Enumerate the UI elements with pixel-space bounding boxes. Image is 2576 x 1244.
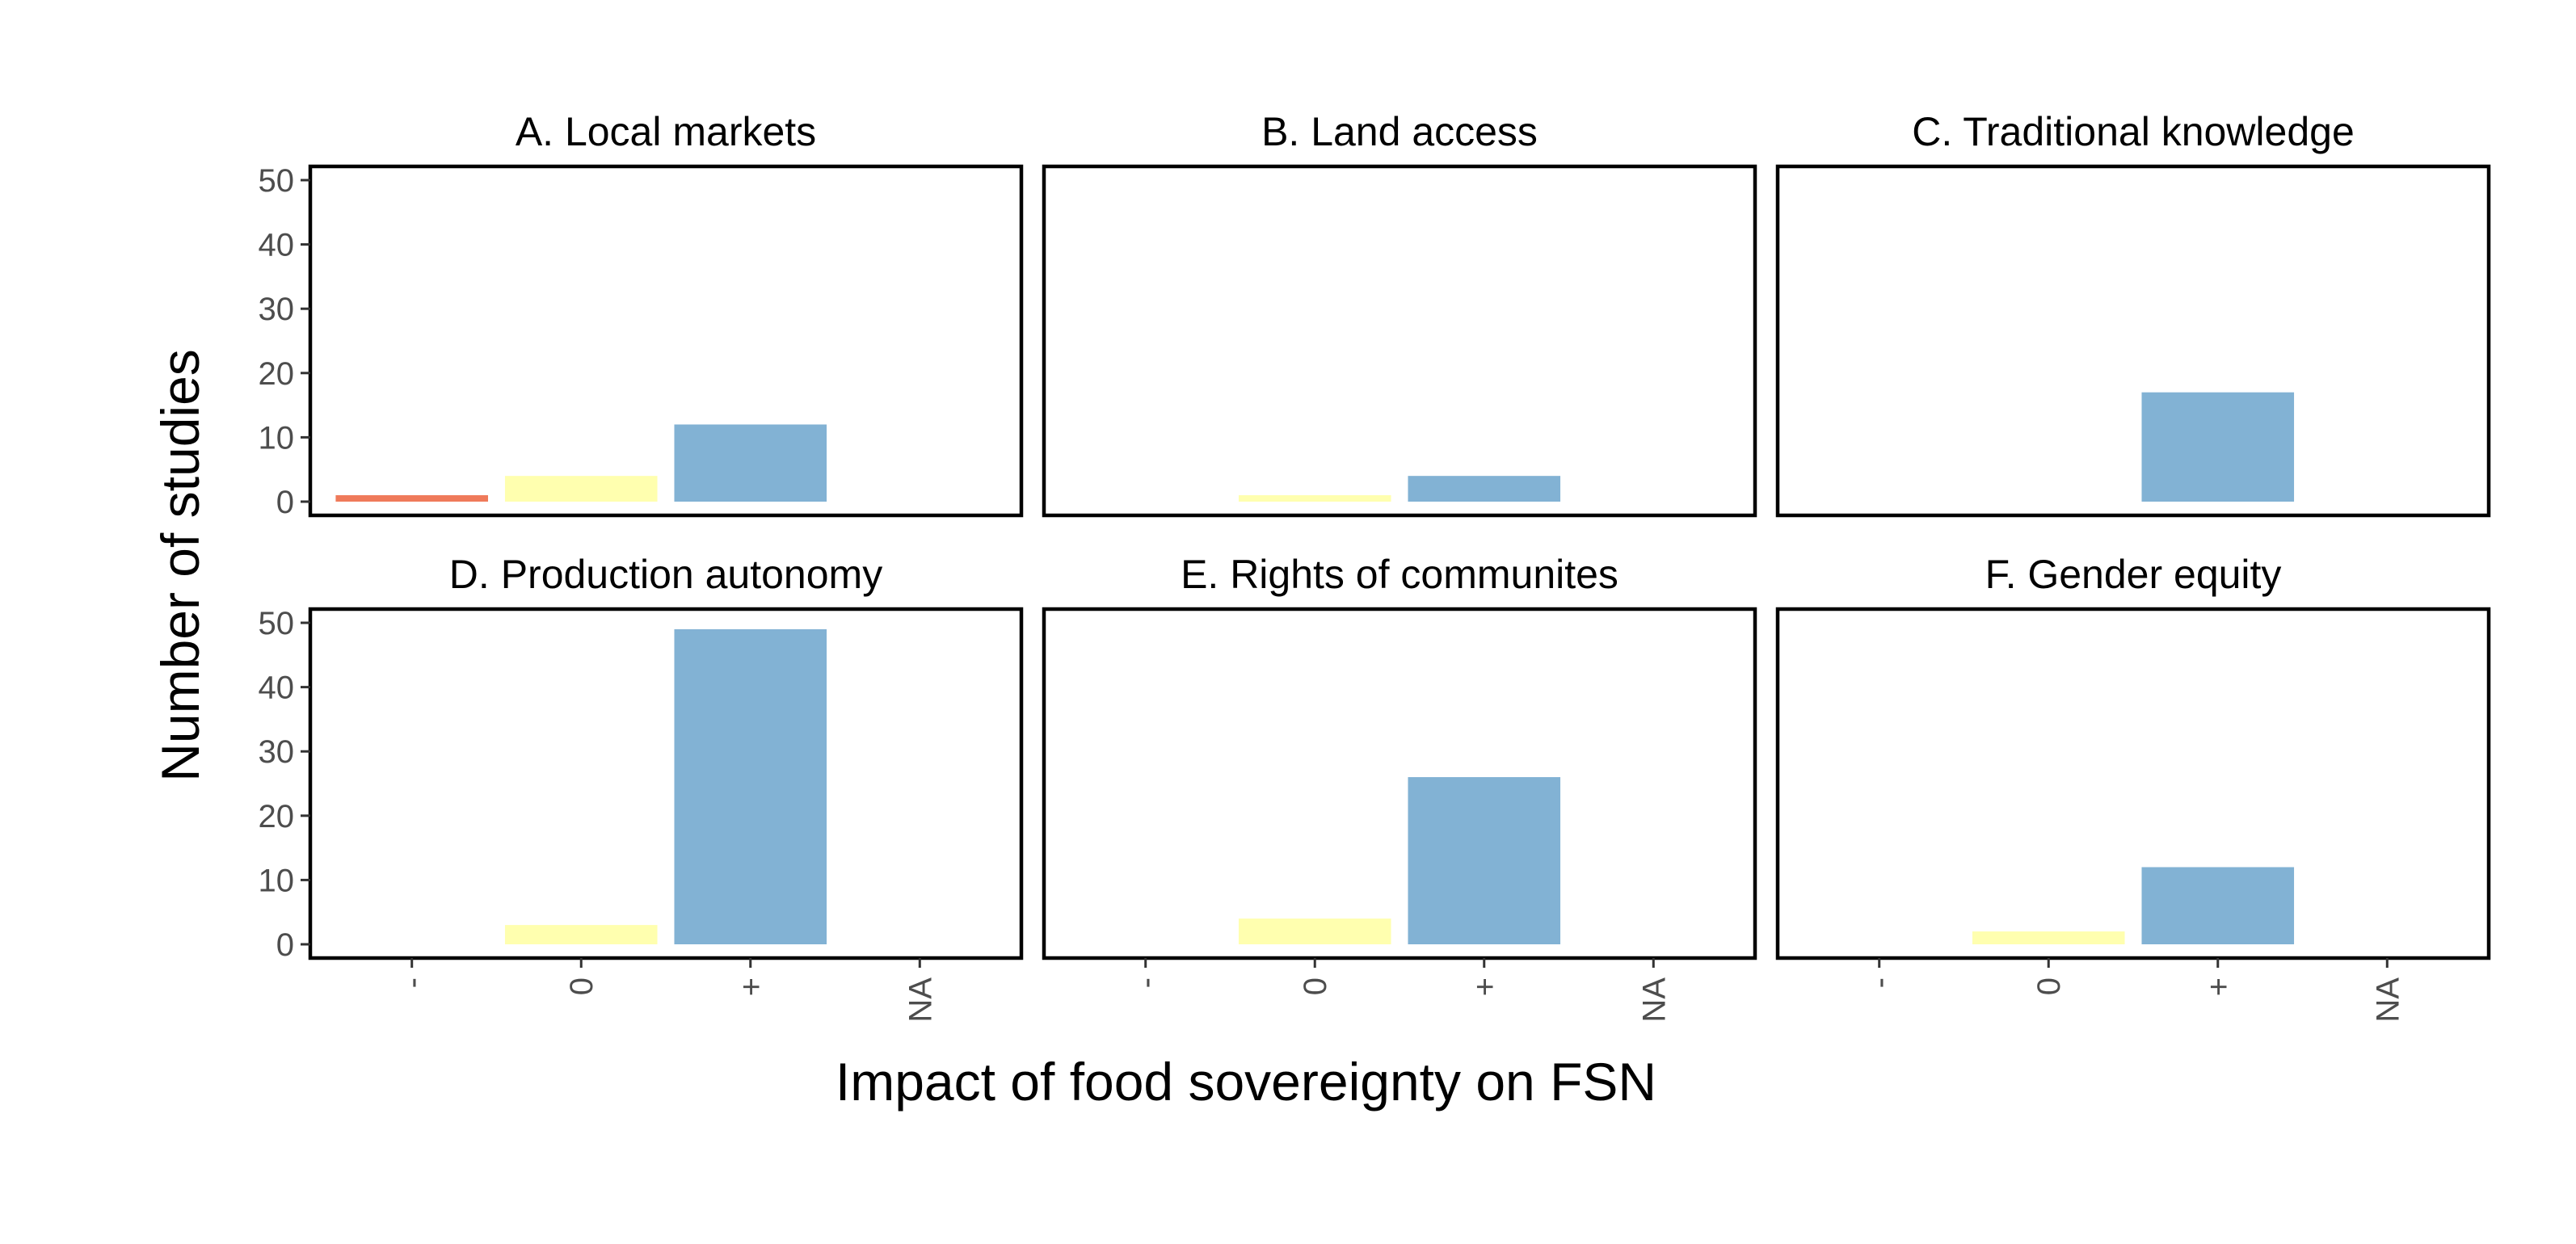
bar	[1408, 777, 1561, 944]
x-tick-label: 0	[564, 977, 600, 995]
x-tick-label: NA	[2370, 977, 2406, 1023]
panel-frame	[1042, 607, 1757, 960]
bar	[1408, 476, 1561, 502]
y-tick-label: 0	[276, 485, 294, 520]
bar	[2141, 392, 2295, 502]
panel-title: F. Gender equity	[1985, 552, 2282, 597]
bar	[1238, 918, 1391, 944]
bar	[674, 628, 827, 944]
panel-frame	[1042, 164, 1757, 518]
bar	[674, 424, 827, 502]
y-tick-label: 10	[259, 420, 295, 456]
y-tick-label: 0	[276, 927, 294, 963]
panel-frame	[308, 164, 1024, 518]
y-tick-label: 50	[259, 606, 295, 641]
y-tick-label: 40	[259, 228, 295, 263]
bar	[1238, 495, 1391, 502]
x-axis-title: Impact of food sovereignty on FSN	[836, 1052, 1656, 1112]
panel-title: E. Rights of communites	[1181, 552, 1618, 597]
bar	[504, 476, 658, 502]
bar	[335, 495, 488, 502]
bar	[504, 925, 658, 944]
panel-title: C. Traditional knowledge	[1912, 109, 2355, 154]
panel-frame	[308, 607, 1024, 960]
bar	[1972, 931, 2125, 944]
x-tick-label: +	[1467, 977, 1503, 996]
panel-frame	[1775, 607, 2491, 960]
panel-title: B. Land access	[1261, 109, 1538, 154]
x-tick-label: 0	[1298, 977, 1333, 995]
x-tick-label: +	[734, 977, 769, 996]
x-tick-label: +	[2201, 977, 2237, 996]
x-tick-label: NA	[903, 977, 938, 1023]
y-tick-label: 50	[259, 163, 295, 199]
x-tick-label: NA	[1636, 977, 1672, 1023]
y-tick-label: 20	[259, 799, 295, 834]
y-tick-label: 40	[259, 670, 295, 706]
panel-title: A. Local markets	[516, 109, 816, 154]
x-tick-label: -	[1129, 977, 1164, 988]
x-tick-label: 0	[2031, 977, 2067, 995]
bar	[2141, 867, 2295, 944]
y-tick-label: 20	[259, 356, 295, 392]
y-tick-label: 10	[259, 863, 295, 898]
y-axis-title: Number of studies	[150, 349, 210, 782]
x-tick-label: -	[1863, 977, 1898, 988]
panel-frame	[1775, 164, 2491, 518]
panel-title: D. Production autonomy	[449, 552, 882, 597]
y-tick-label: 30	[259, 292, 295, 327]
y-tick-label: 30	[259, 734, 295, 770]
x-tick-label: -	[395, 977, 431, 988]
